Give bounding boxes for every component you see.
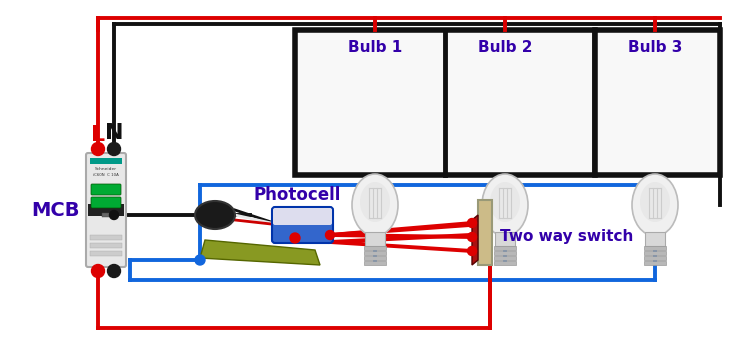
Bar xyxy=(295,30,595,175)
FancyBboxPatch shape xyxy=(91,184,121,195)
Bar xyxy=(494,246,516,250)
Bar xyxy=(644,261,666,265)
Circle shape xyxy=(110,210,118,219)
FancyBboxPatch shape xyxy=(86,153,126,267)
Ellipse shape xyxy=(195,201,235,229)
Bar xyxy=(644,251,666,255)
FancyBboxPatch shape xyxy=(273,208,332,225)
Circle shape xyxy=(92,265,104,278)
Text: Bulb 2: Bulb 2 xyxy=(478,41,532,56)
Text: N: N xyxy=(105,123,123,143)
Bar xyxy=(102,213,110,217)
Bar xyxy=(494,251,516,255)
Bar xyxy=(364,246,386,250)
Text: Bulb 3: Bulb 3 xyxy=(628,41,682,56)
Text: Photocell: Photocell xyxy=(254,186,340,204)
Bar xyxy=(595,30,720,175)
Circle shape xyxy=(107,142,121,155)
Text: GALLERY: GALLERY xyxy=(346,131,434,149)
Bar xyxy=(495,232,515,246)
Circle shape xyxy=(290,233,300,243)
Text: MCB: MCB xyxy=(32,201,80,219)
Text: Schneider: Schneider xyxy=(95,167,117,171)
Polygon shape xyxy=(472,215,478,265)
Bar xyxy=(364,251,386,255)
Circle shape xyxy=(92,142,104,155)
Bar xyxy=(645,232,665,246)
Circle shape xyxy=(467,232,476,241)
Text: L: L xyxy=(91,125,105,145)
Circle shape xyxy=(467,218,476,228)
Text: Two way switch: Two way switch xyxy=(500,230,633,245)
Ellipse shape xyxy=(640,182,670,222)
Bar xyxy=(90,251,122,256)
Bar xyxy=(365,232,385,246)
Text: CIRCUITS: CIRCUITS xyxy=(343,111,436,129)
Ellipse shape xyxy=(352,174,398,236)
Bar xyxy=(90,243,122,248)
Bar xyxy=(90,235,122,240)
Polygon shape xyxy=(200,240,320,265)
Ellipse shape xyxy=(490,182,520,222)
Bar xyxy=(90,158,122,164)
Ellipse shape xyxy=(482,174,528,236)
Circle shape xyxy=(107,265,121,278)
Circle shape xyxy=(467,246,476,256)
Text: Bulb 1: Bulb 1 xyxy=(348,41,402,56)
Bar xyxy=(494,256,516,260)
Bar xyxy=(644,246,666,250)
Bar xyxy=(478,200,492,265)
FancyBboxPatch shape xyxy=(91,197,121,208)
Circle shape xyxy=(195,255,205,265)
Bar xyxy=(494,261,516,265)
Bar xyxy=(364,256,386,260)
Ellipse shape xyxy=(632,174,678,236)
Bar xyxy=(644,256,666,260)
Ellipse shape xyxy=(360,182,390,222)
Bar xyxy=(364,261,386,265)
FancyBboxPatch shape xyxy=(272,207,333,243)
Text: iC60N  C 10A: iC60N C 10A xyxy=(93,173,118,177)
Bar xyxy=(88,204,124,216)
Circle shape xyxy=(326,231,334,239)
